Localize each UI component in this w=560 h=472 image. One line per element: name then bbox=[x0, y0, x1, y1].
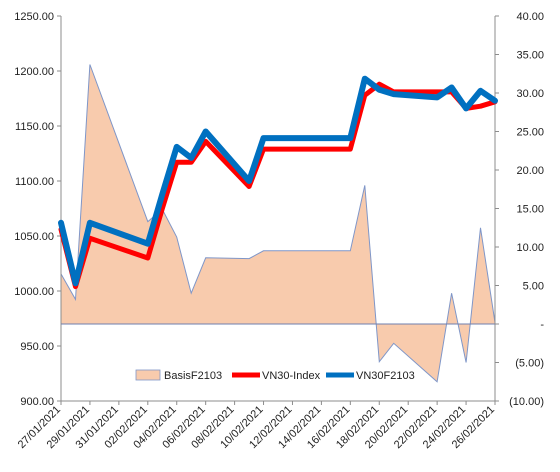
y-right-tick-label: 20.00 bbox=[516, 165, 544, 177]
y-right-tick-label: 15.00 bbox=[516, 204, 544, 216]
lines-layer bbox=[58, 75, 498, 290]
y-right-tick-label: (10.00) bbox=[509, 396, 544, 408]
legend-label: VN30-Index bbox=[262, 370, 321, 382]
legend-label: BasisF2103 bbox=[164, 370, 222, 382]
y-right-tick-label: 5.00 bbox=[523, 281, 544, 293]
axes-layer bbox=[57, 15, 499, 405]
y-left-tick-label: 900.00 bbox=[20, 396, 54, 408]
y-left-tick-label: 1200.00 bbox=[14, 66, 54, 78]
legend: BasisF2103 VN30-Index VN30F2103 bbox=[135, 369, 415, 382]
series-basis-area bbox=[61, 64, 495, 382]
y-right-tick-label: - bbox=[540, 319, 544, 331]
y-right-tick-label: 30.00 bbox=[516, 88, 544, 100]
y-left-tick-label: 1150.00 bbox=[15, 121, 54, 133]
y-left-tick-label: 1250.00 bbox=[14, 11, 54, 23]
legend-label: VN30F2103 bbox=[356, 370, 415, 382]
y-right-tick-label: 10.00 bbox=[516, 242, 544, 254]
area-layer bbox=[60, 64, 496, 383]
y-right-tick-label: 25.00 bbox=[516, 127, 544, 139]
y-left-tick-label: 950.00 bbox=[20, 341, 54, 353]
y-right-tick-label: 35.00 bbox=[516, 50, 544, 62]
legend-swatch bbox=[135, 369, 161, 381]
series-vn30f2103-line bbox=[58, 75, 498, 287]
y-right-tick-label: 40.00 bbox=[516, 11, 544, 23]
y-left-tick-label: 1100.00 bbox=[15, 176, 54, 188]
y-left-tick-label: 1000.00 bbox=[14, 286, 54, 298]
y-left-tick-label: 1050.00 bbox=[14, 231, 54, 243]
series-basis-edge bbox=[60, 64, 496, 383]
y-right-tick-label: (5.00) bbox=[515, 358, 544, 370]
